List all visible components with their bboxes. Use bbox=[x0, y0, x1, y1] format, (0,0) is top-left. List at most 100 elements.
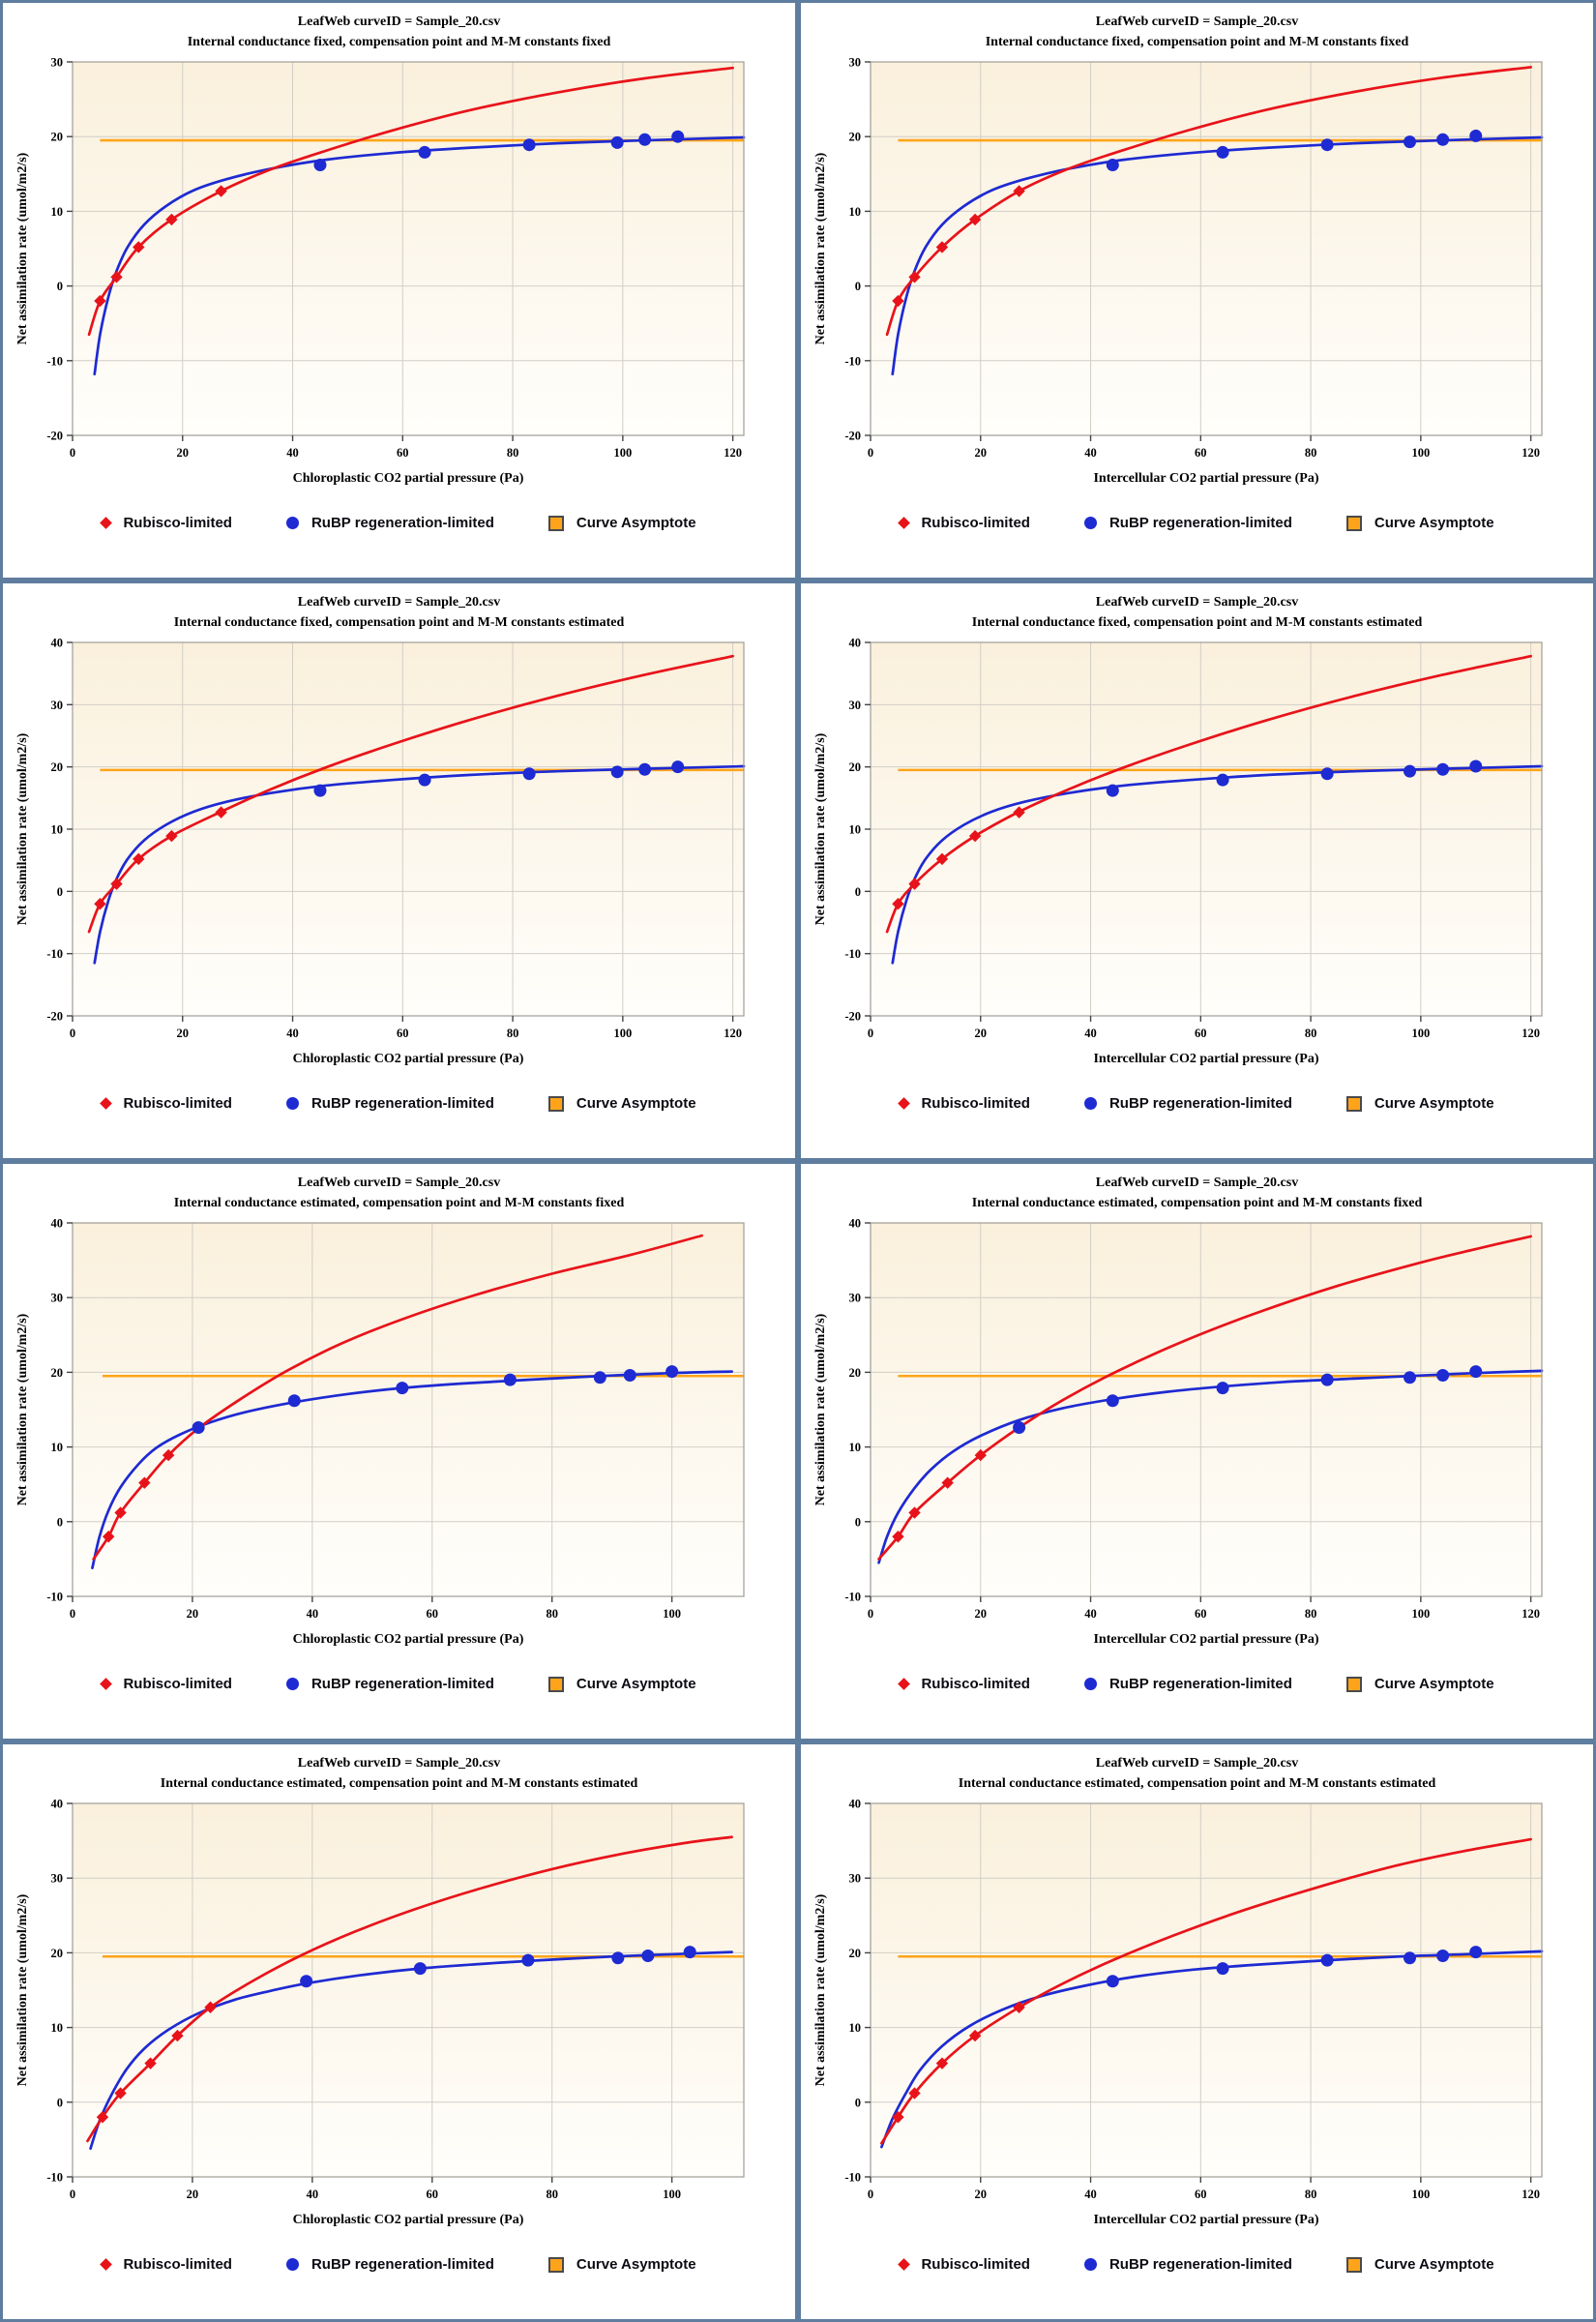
rubp-point bbox=[610, 135, 624, 149]
rubp-point bbox=[1436, 1368, 1450, 1382]
y-tick-label: -10 bbox=[46, 354, 63, 368]
x-tick-label: 0 bbox=[868, 1607, 873, 1621]
legend-item-rubisco: Rubisco-limited bbox=[898, 515, 1030, 531]
x-tick-label: 20 bbox=[187, 2188, 199, 2201]
rubp-point bbox=[1436, 1949, 1450, 1962]
legend-item-rubp: RuBP regeneration-limited bbox=[1083, 1095, 1292, 1112]
x-tick-label: 80 bbox=[1305, 1027, 1317, 1040]
chart-title: LeafWeb curveID = Sample_20.csv bbox=[1095, 15, 1299, 29]
x-tick-label: 100 bbox=[1411, 2188, 1430, 2201]
y-tick-label: 0 bbox=[57, 2096, 63, 2109]
legend-label: Curve Asymptote bbox=[1374, 1095, 1494, 1112]
rubp-point bbox=[1320, 767, 1334, 781]
x-tick-label: 120 bbox=[1522, 1607, 1540, 1621]
x-tick-label: 100 bbox=[1411, 446, 1430, 460]
y-tick-label: 20 bbox=[849, 131, 862, 144]
legend-label: Curve Asymptote bbox=[576, 515, 696, 531]
x-tick-label: 0 bbox=[70, 1607, 75, 1621]
square-marker-icon bbox=[547, 515, 564, 531]
x-tick-label: 40 bbox=[1084, 1027, 1097, 1040]
square-marker-icon bbox=[1345, 2256, 1362, 2273]
x-tick-label: 80 bbox=[1305, 2188, 1317, 2201]
rubp-point bbox=[593, 1371, 606, 1384]
y-tick-label: 0 bbox=[57, 280, 63, 293]
legend-label: Curve Asymptote bbox=[576, 2256, 696, 2273]
legend-label: Curve Asymptote bbox=[1374, 515, 1494, 531]
rubp-point bbox=[1320, 1373, 1334, 1386]
y-tick-label: -10 bbox=[844, 354, 861, 368]
diamond-marker-icon bbox=[898, 2258, 911, 2271]
circle-marker-icon bbox=[1083, 517, 1097, 529]
x-tick-label: 0 bbox=[868, 1027, 873, 1040]
y-tick-label: 20 bbox=[849, 1366, 862, 1380]
x-tick-label: 0 bbox=[70, 446, 75, 460]
y-tick-label: 20 bbox=[51, 131, 64, 144]
plot-frame bbox=[72, 1802, 745, 2178]
x-tick-label: 80 bbox=[546, 2188, 558, 2201]
y-tick-label: 40 bbox=[849, 637, 862, 650]
rubp-curve bbox=[91, 1370, 733, 1570]
rubp-curve bbox=[89, 1950, 733, 2151]
y-axis-title: Net assimilation rate (umol/m2/s) bbox=[813, 1313, 828, 1505]
plot-background bbox=[871, 62, 1542, 435]
rubisco-point bbox=[94, 294, 106, 308]
y-tick-label: 20 bbox=[849, 1947, 862, 1960]
plot-frame bbox=[72, 1222, 745, 1597]
rubp-point bbox=[638, 762, 652, 776]
x-tick-label: 0 bbox=[868, 2188, 873, 2201]
legend: Rubisco-limited RuBP regeneration-limite… bbox=[3, 1676, 795, 1692]
x-tick-label: 60 bbox=[1195, 2188, 1207, 2201]
circle-marker-icon bbox=[1083, 1678, 1097, 1690]
legend: Rubisco-limited RuBP regeneration-limite… bbox=[801, 2256, 1593, 2273]
x-axis-title: Chloroplastic CO2 partial pressure (Pa) bbox=[293, 1632, 524, 1647]
y-tick-label: 30 bbox=[849, 699, 862, 712]
x-tick-label: 0 bbox=[70, 1027, 75, 1040]
y-tick-label: 40 bbox=[51, 1217, 64, 1231]
legend-item-asymptote: Curve Asymptote bbox=[1345, 1676, 1494, 1692]
y-tick-label: 20 bbox=[51, 1366, 64, 1380]
legend-label: Rubisco-limited bbox=[123, 1095, 232, 1112]
legend-item-rubp: RuBP regeneration-limited bbox=[1083, 2256, 1292, 2273]
rubp-point bbox=[418, 773, 431, 787]
rubisco-point bbox=[165, 213, 178, 226]
diamond-marker-icon bbox=[898, 1097, 911, 1110]
x-tick-label: 20 bbox=[177, 446, 190, 460]
plot-frame bbox=[870, 1222, 1543, 1597]
chart-title: LeafWeb curveID = Sample_20.csv bbox=[1095, 1756, 1299, 1771]
legend-item-rubp: RuBP regeneration-limited bbox=[1083, 1676, 1292, 1692]
y-tick-label: 30 bbox=[51, 1872, 64, 1886]
rubp-point bbox=[192, 1421, 205, 1435]
y-tick-label: 0 bbox=[57, 1515, 63, 1529]
y-tick-label: -10 bbox=[844, 1591, 861, 1604]
rubp-point bbox=[1216, 1382, 1229, 1395]
chart-panel: LeafWeb curveID = Sample_20.csv Internal… bbox=[0, 580, 798, 1161]
rubisco-curve bbox=[877, 1235, 1532, 1561]
legend-label: Rubisco-limited bbox=[921, 1095, 1030, 1112]
x-tick-label: 60 bbox=[1195, 1027, 1207, 1040]
square-marker-icon bbox=[1345, 515, 1362, 531]
chart-title: LeafWeb curveID = Sample_20.csv bbox=[297, 1176, 501, 1190]
rubp-curve bbox=[880, 1950, 1544, 2149]
chart-subtitle: Internal conductance estimated, compensa… bbox=[971, 1196, 1423, 1210]
rubp-point bbox=[1106, 1975, 1119, 1988]
x-axis-title: Intercellular CO2 partial pressure (Pa) bbox=[1093, 2213, 1318, 2227]
rubp-point bbox=[1403, 1951, 1416, 1965]
legend: Rubisco-limited RuBP regeneration-limite… bbox=[3, 2256, 795, 2273]
legend-label: RuBP regeneration-limited bbox=[1108, 2256, 1292, 2273]
rubisco-point bbox=[165, 829, 178, 843]
rubisco-point bbox=[892, 1531, 904, 1543]
chart-subtitle: Internal conductance estimated, compensa… bbox=[160, 1776, 638, 1791]
x-tick-label: 80 bbox=[507, 446, 519, 460]
rubp-point bbox=[1216, 145, 1229, 159]
y-axis-title: Net assimilation rate (umol/m2/s) bbox=[15, 1313, 30, 1505]
rubisco-point bbox=[1013, 2001, 1025, 2013]
rubp-point bbox=[313, 159, 327, 172]
x-tick-label: 40 bbox=[286, 1027, 299, 1040]
diamond-marker-icon bbox=[898, 517, 911, 529]
rubisco-curve bbox=[880, 1837, 1532, 2145]
legend-label: RuBP regeneration-limited bbox=[310, 2256, 494, 2273]
chart-subtitle: Internal conductance fixed, compensation… bbox=[173, 615, 625, 630]
rubp-point bbox=[503, 1373, 517, 1386]
rubisco-point bbox=[215, 185, 227, 197]
legend-label: Rubisco-limited bbox=[921, 515, 1030, 531]
